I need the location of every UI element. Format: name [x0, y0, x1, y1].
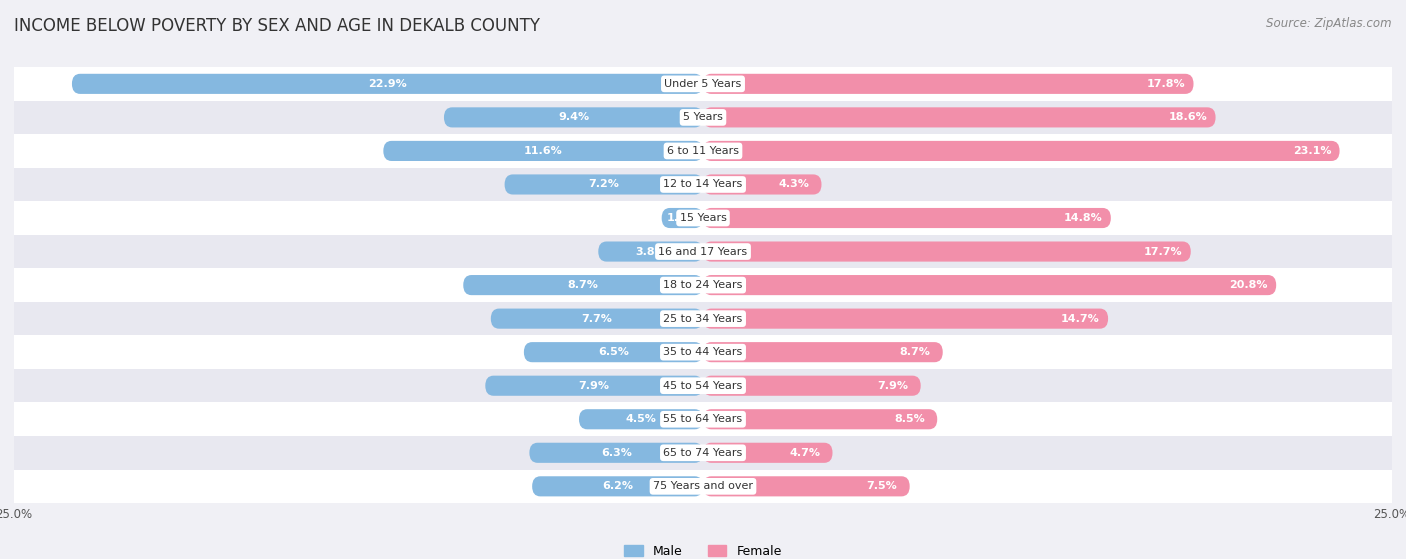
- Text: 18 to 24 Years: 18 to 24 Years: [664, 280, 742, 290]
- Text: 6.2%: 6.2%: [602, 481, 633, 491]
- Text: 6.5%: 6.5%: [598, 347, 628, 357]
- FancyBboxPatch shape: [444, 107, 703, 127]
- Text: Under 5 Years: Under 5 Years: [665, 79, 741, 89]
- Bar: [14, 67, 1392, 101]
- Text: INCOME BELOW POVERTY BY SEX AND AGE IN DEKALB COUNTY: INCOME BELOW POVERTY BY SEX AND AGE IN D…: [14, 17, 540, 35]
- Text: 15 Years: 15 Years: [679, 213, 727, 223]
- Text: 7.9%: 7.9%: [579, 381, 610, 391]
- Bar: [14, 369, 1392, 402]
- Text: 7.2%: 7.2%: [588, 179, 619, 190]
- FancyBboxPatch shape: [703, 443, 832, 463]
- Text: 6 to 11 Years: 6 to 11 Years: [666, 146, 740, 156]
- FancyBboxPatch shape: [463, 275, 703, 295]
- FancyBboxPatch shape: [703, 275, 1277, 295]
- Text: 45 to 54 Years: 45 to 54 Years: [664, 381, 742, 391]
- Text: 25 to 34 Years: 25 to 34 Years: [664, 314, 742, 324]
- Text: 17.7%: 17.7%: [1144, 247, 1182, 257]
- Bar: [14, 268, 1392, 302]
- FancyBboxPatch shape: [530, 443, 703, 463]
- FancyBboxPatch shape: [703, 309, 1108, 329]
- Text: 14.8%: 14.8%: [1064, 213, 1102, 223]
- FancyBboxPatch shape: [703, 107, 1216, 127]
- Text: 4.5%: 4.5%: [626, 414, 657, 424]
- Text: 7.7%: 7.7%: [582, 314, 613, 324]
- Bar: [14, 235, 1392, 268]
- Text: 8.7%: 8.7%: [900, 347, 931, 357]
- Text: 35 to 44 Years: 35 to 44 Years: [664, 347, 742, 357]
- FancyBboxPatch shape: [703, 476, 910, 496]
- FancyBboxPatch shape: [491, 309, 703, 329]
- Text: 8.7%: 8.7%: [568, 280, 599, 290]
- Bar: [14, 134, 1392, 168]
- Text: 6.3%: 6.3%: [600, 448, 631, 458]
- Legend: Male, Female: Male, Female: [624, 545, 782, 558]
- Text: 4.7%: 4.7%: [789, 448, 821, 458]
- Bar: [14, 101, 1392, 134]
- Text: 7.9%: 7.9%: [877, 381, 908, 391]
- Bar: [14, 436, 1392, 470]
- Bar: [14, 402, 1392, 436]
- FancyBboxPatch shape: [524, 342, 703, 362]
- Text: 16 and 17 Years: 16 and 17 Years: [658, 247, 748, 257]
- FancyBboxPatch shape: [703, 342, 943, 362]
- Text: 4.3%: 4.3%: [779, 179, 810, 190]
- Text: 7.5%: 7.5%: [866, 481, 897, 491]
- Text: 14.7%: 14.7%: [1062, 314, 1099, 324]
- FancyBboxPatch shape: [599, 241, 703, 262]
- FancyBboxPatch shape: [703, 241, 1191, 262]
- Text: 75 Years and over: 75 Years and over: [652, 481, 754, 491]
- Text: Source: ZipAtlas.com: Source: ZipAtlas.com: [1267, 17, 1392, 30]
- FancyBboxPatch shape: [384, 141, 703, 161]
- Text: 22.9%: 22.9%: [368, 79, 406, 89]
- FancyBboxPatch shape: [703, 409, 938, 429]
- Text: 23.1%: 23.1%: [1292, 146, 1331, 156]
- Text: 18.6%: 18.6%: [1168, 112, 1208, 122]
- FancyBboxPatch shape: [579, 409, 703, 429]
- Text: 65 to 74 Years: 65 to 74 Years: [664, 448, 742, 458]
- Bar: [14, 201, 1392, 235]
- Text: 20.8%: 20.8%: [1229, 280, 1268, 290]
- Text: 11.6%: 11.6%: [524, 146, 562, 156]
- Bar: [14, 302, 1392, 335]
- Text: 9.4%: 9.4%: [558, 112, 589, 122]
- Bar: [14, 335, 1392, 369]
- FancyBboxPatch shape: [485, 376, 703, 396]
- FancyBboxPatch shape: [505, 174, 703, 195]
- Text: 55 to 64 Years: 55 to 64 Years: [664, 414, 742, 424]
- Text: 17.8%: 17.8%: [1147, 79, 1185, 89]
- Text: 5 Years: 5 Years: [683, 112, 723, 122]
- FancyBboxPatch shape: [703, 174, 821, 195]
- Text: 8.5%: 8.5%: [894, 414, 925, 424]
- Text: 3.8%: 3.8%: [636, 247, 666, 257]
- FancyBboxPatch shape: [531, 476, 703, 496]
- FancyBboxPatch shape: [703, 376, 921, 396]
- Bar: [14, 168, 1392, 201]
- FancyBboxPatch shape: [662, 208, 703, 228]
- Bar: [14, 470, 1392, 503]
- FancyBboxPatch shape: [703, 141, 1340, 161]
- FancyBboxPatch shape: [72, 74, 703, 94]
- FancyBboxPatch shape: [703, 74, 1194, 94]
- Text: 12 to 14 Years: 12 to 14 Years: [664, 179, 742, 190]
- Text: 1.5%: 1.5%: [666, 213, 697, 223]
- FancyBboxPatch shape: [703, 208, 1111, 228]
